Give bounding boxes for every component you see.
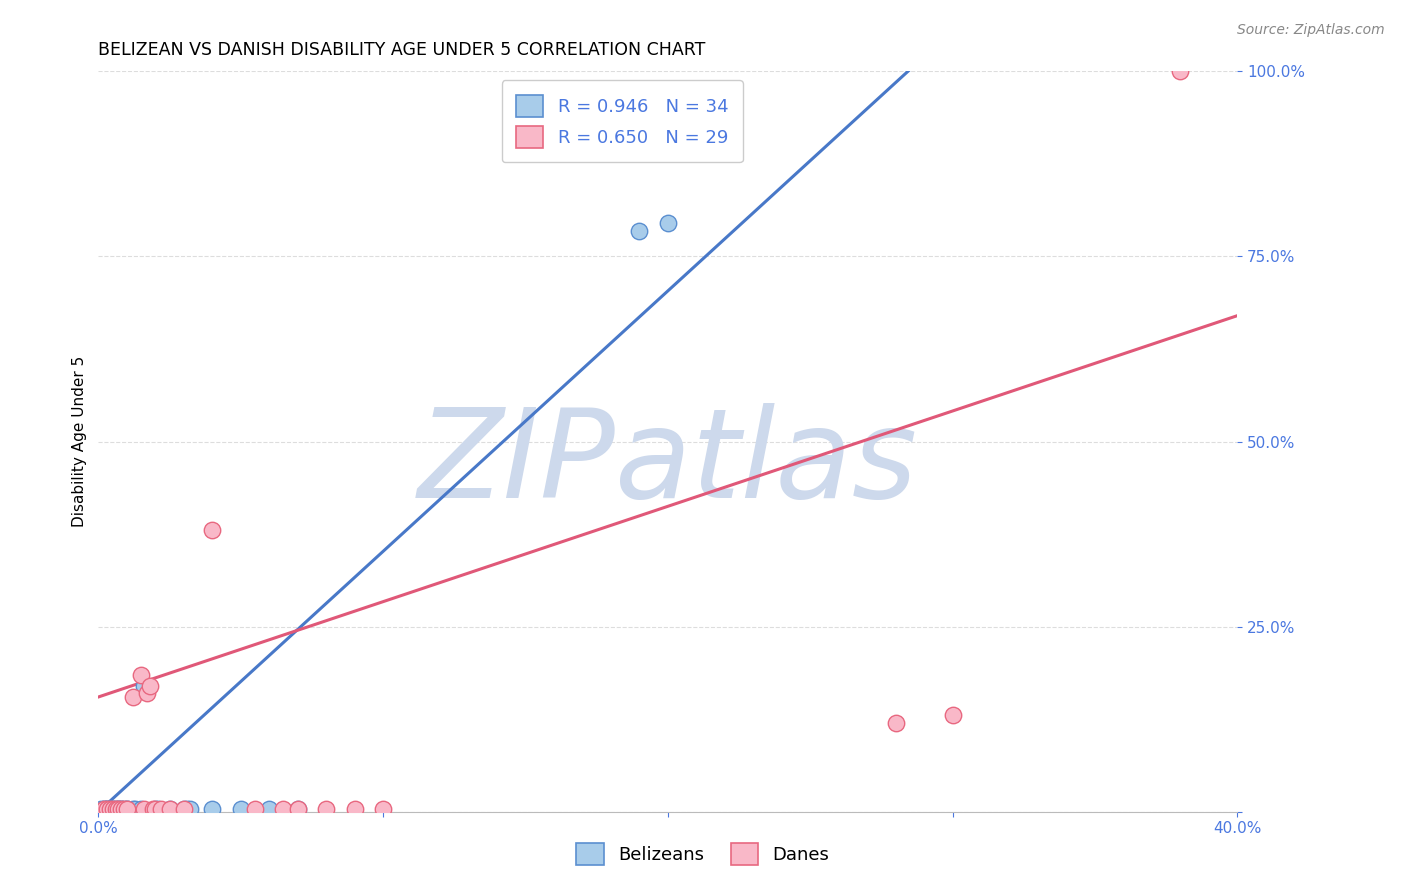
Point xyxy=(145,803,167,817)
Point xyxy=(104,803,127,817)
Point xyxy=(110,803,132,817)
Point xyxy=(176,803,198,817)
Point xyxy=(287,803,309,817)
Legend: R = 0.946   N = 34, R = 0.650   N = 29: R = 0.946 N = 34, R = 0.650 N = 29 xyxy=(502,80,742,162)
Point xyxy=(98,803,121,817)
Point xyxy=(179,803,201,817)
Point xyxy=(96,803,118,817)
Text: ZIPatlas: ZIPatlas xyxy=(418,403,918,524)
Point xyxy=(96,803,118,817)
Point xyxy=(148,803,170,817)
Point xyxy=(104,803,127,817)
Text: BELIZEAN VS DANISH DISABILITY AGE UNDER 5 CORRELATION CHART: BELIZEAN VS DANISH DISABILITY AGE UNDER … xyxy=(98,41,706,59)
Point xyxy=(138,679,160,693)
Point xyxy=(101,803,124,817)
Point xyxy=(315,803,337,817)
Point xyxy=(373,803,395,817)
Point xyxy=(101,803,124,817)
Point xyxy=(259,803,281,817)
Legend: Belizeans, Danes: Belizeans, Danes xyxy=(568,834,838,874)
Point xyxy=(1170,64,1192,78)
Point xyxy=(132,679,155,693)
Point xyxy=(135,686,157,700)
Point xyxy=(145,803,167,817)
Point xyxy=(121,690,143,704)
Point xyxy=(107,803,129,817)
Point xyxy=(121,803,143,817)
Point xyxy=(150,803,173,817)
Point xyxy=(628,223,651,237)
Point xyxy=(159,803,181,817)
Point xyxy=(884,715,907,730)
Point xyxy=(93,803,115,817)
Point xyxy=(124,803,146,817)
Point xyxy=(90,803,112,817)
Point xyxy=(243,803,266,817)
Point xyxy=(112,803,135,817)
Point xyxy=(98,803,121,817)
Point xyxy=(110,803,132,817)
Point xyxy=(112,803,135,817)
Point xyxy=(343,803,366,817)
Point xyxy=(115,803,138,817)
Point xyxy=(107,803,129,817)
Point xyxy=(96,803,118,817)
Point xyxy=(129,803,152,817)
Point xyxy=(110,803,132,817)
Point xyxy=(287,803,309,817)
Point xyxy=(273,803,295,817)
Point xyxy=(657,216,679,230)
Point xyxy=(141,803,163,817)
Point xyxy=(159,803,181,817)
Point xyxy=(93,803,115,817)
Point xyxy=(173,803,195,817)
Point xyxy=(173,803,195,817)
Point xyxy=(115,803,138,817)
Point xyxy=(129,667,152,681)
Point xyxy=(115,803,138,817)
Point xyxy=(201,803,224,817)
Point xyxy=(107,803,129,817)
Point xyxy=(201,524,224,538)
Point xyxy=(942,708,965,723)
Y-axis label: Disability Age Under 5: Disability Age Under 5 xyxy=(72,356,87,527)
Point xyxy=(98,803,121,817)
Point xyxy=(101,803,124,817)
Point xyxy=(229,803,252,817)
Point xyxy=(93,803,115,817)
Point xyxy=(132,803,155,817)
Point xyxy=(96,803,118,817)
Text: Source: ZipAtlas.com: Source: ZipAtlas.com xyxy=(1237,23,1385,37)
